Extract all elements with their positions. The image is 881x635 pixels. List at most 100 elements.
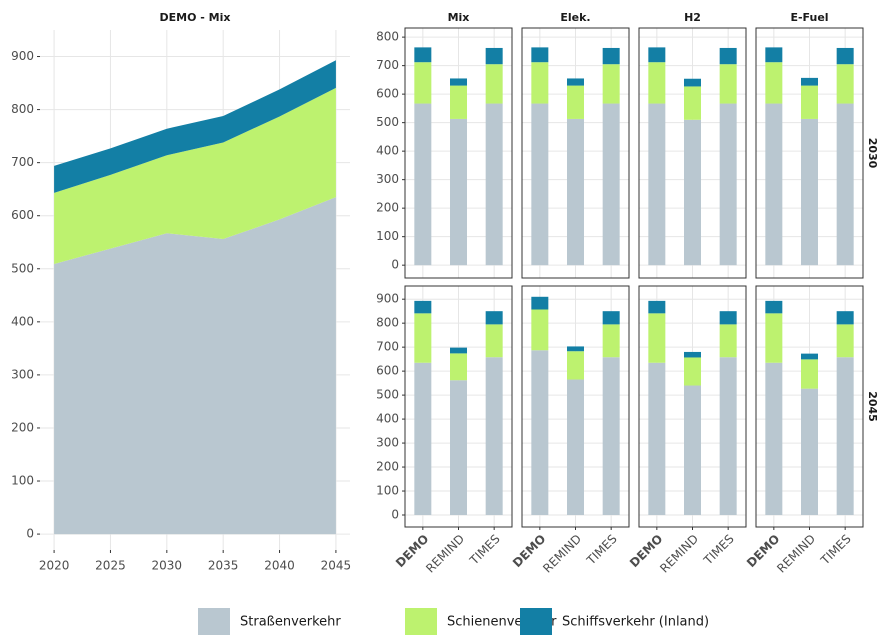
bar-segment (719, 103, 737, 266)
bar-segment (450, 380, 467, 516)
bar-segment (836, 64, 854, 104)
bar-segment (567, 78, 584, 86)
y-tick-label: 0 (391, 508, 399, 522)
y-tick-label: 700 (376, 58, 399, 72)
column-title: H2 (684, 11, 701, 24)
row-label: 2030 (866, 138, 879, 169)
x-tick-label: REMIND (657, 532, 701, 576)
bar-segment (836, 103, 854, 266)
bar-segment (836, 47, 854, 65)
chart-title: DEMO - Mix (160, 11, 231, 24)
x-tick-label: 2025 (95, 559, 126, 573)
x-tick-label: TIMES (583, 532, 619, 568)
bar-segment (531, 296, 549, 310)
area (54, 60, 336, 193)
bar-segment (684, 385, 701, 516)
legend-label: Schiffsverkehr (Inland) (562, 615, 709, 630)
bar-segment (719, 64, 737, 104)
x-tick-label: 2045 (321, 559, 352, 573)
column-title: E-Fuel (790, 11, 828, 24)
bar-segment (648, 300, 666, 314)
bar-segment (567, 118, 584, 266)
bar-segment (801, 77, 818, 86)
bar-segment (801, 359, 818, 389)
bar-segment (450, 78, 467, 86)
y-tick-label: 200 (11, 420, 34, 434)
x-tick-label: 2020 (39, 559, 70, 573)
bar-segment (684, 86, 701, 120)
bar-segment (450, 85, 467, 119)
x-tick-label: TIMES (817, 532, 853, 568)
x-tick-label: REMIND (774, 532, 818, 576)
bar-segment (765, 300, 783, 314)
y-tick-label: 300 (11, 367, 34, 381)
bar-segment (836, 311, 854, 325)
y-tick-label: 500 (376, 115, 399, 129)
bar-segment (414, 313, 432, 363)
panel-frame (404, 27, 513, 279)
bar-segment (765, 47, 783, 63)
bar-segment (602, 311, 620, 325)
bar-segment (719, 324, 737, 358)
panel-frame (755, 285, 864, 528)
bar-segment (531, 309, 549, 351)
y-tick-label: 200 (376, 201, 399, 215)
bar-segment (414, 362, 432, 516)
bar-segment (602, 324, 620, 358)
bar-segment (648, 362, 666, 516)
bar-segment (684, 357, 701, 386)
x-tick-label: TIMES (466, 532, 502, 568)
y-tick-label: 500 (376, 388, 399, 402)
y-tick-label: 200 (376, 460, 399, 474)
y-tick-label: 600 (11, 208, 34, 222)
panel-frame (638, 285, 747, 528)
bar-segment (485, 311, 503, 325)
y-tick-label: 300 (376, 172, 399, 186)
panel-frame (521, 285, 630, 528)
bar-segment (836, 324, 854, 358)
panel-frame (404, 285, 513, 528)
area (54, 197, 336, 535)
y-tick-label: 800 (376, 316, 399, 330)
y-tick-label: 700 (376, 340, 399, 354)
bar-segment (765, 62, 783, 104)
x-tick-label: TIMES (700, 532, 736, 568)
bar-segment (414, 103, 432, 266)
bar-segment (684, 119, 701, 266)
bar-segment (485, 47, 503, 65)
bar-segment (602, 64, 620, 104)
y-tick-label: 100 (11, 474, 34, 488)
bar-segment (414, 300, 432, 314)
y-tick-label: 300 (376, 436, 399, 450)
bar-segment (567, 85, 584, 119)
x-tick-label: 2035 (208, 559, 239, 573)
column-title: Elek. (560, 11, 590, 24)
bar-segment (485, 324, 503, 358)
y-tick-label: 500 (11, 261, 34, 275)
y-tick-label: 400 (11, 314, 34, 328)
bar-segment (567, 351, 584, 380)
bar-segment (684, 351, 701, 358)
bar-segment (602, 103, 620, 266)
panel-frame (521, 27, 630, 279)
bar-segment (567, 379, 584, 516)
y-tick-label: 400 (376, 144, 399, 158)
bar-segment (414, 62, 432, 104)
bar-segment (801, 85, 818, 119)
y-tick-label: 800 (11, 102, 34, 116)
x-tick-label: REMIND (423, 532, 467, 576)
bar-segment (531, 103, 549, 266)
bar-segment (602, 47, 620, 65)
panel-frame (638, 27, 747, 279)
y-tick-label: 600 (376, 364, 399, 378)
y-tick-label: 0 (26, 527, 34, 541)
bar-segment (719, 311, 737, 325)
y-tick-label: 0 (391, 258, 399, 272)
x-tick-label: 2040 (264, 559, 295, 573)
bar-segment (719, 357, 737, 516)
bar-segment (648, 47, 666, 63)
bar-segment (414, 47, 432, 63)
bar-segment (602, 357, 620, 516)
